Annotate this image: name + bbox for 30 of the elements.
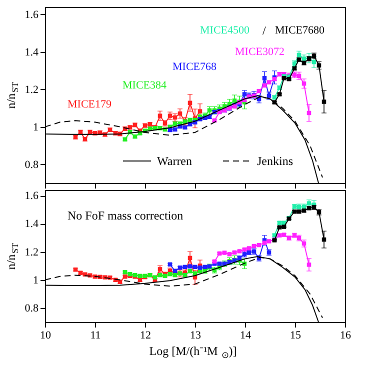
y-tick-label: 0.8 (24, 302, 39, 314)
text: MICE384 (122, 80, 167, 92)
y-tick-label: 1.6 (24, 8, 39, 21)
x-tick-label: 15 (290, 330, 302, 342)
text: MICE768 (172, 60, 217, 73)
y-tick-label: 1.4 (24, 218, 39, 230)
x-tick-label: 13 (190, 330, 202, 342)
x-tick-label: 12 (140, 330, 151, 342)
annotation: No FoF mass correction (68, 208, 184, 222)
y-tick-label: 1.2 (24, 84, 38, 96)
y-tick-label: 1.6 (24, 190, 39, 202)
x-tick-label: 10 (40, 330, 52, 342)
y-tick-label: 1 (33, 274, 38, 286)
x-tick-label: 16 (340, 330, 352, 342)
series-label: MICE3072 (235, 46, 284, 58)
y-axis-title: n/nST (4, 242, 20, 270)
series-label: MICE179 (68, 98, 112, 110)
x-axis-title: Log [M/(h⁻¹M⊙)] (149, 344, 237, 360)
y-tick-label: 1.2 (24, 246, 38, 258)
y-axis-title: n/nST (4, 81, 20, 109)
legend-label: Jenkins (257, 154, 294, 168)
legend-label: Warren (157, 154, 192, 168)
x-tick-label: 11 (90, 330, 101, 342)
annotation: / (262, 23, 266, 38)
text: MICE4500 (200, 24, 250, 36)
y-tick-label: 1 (33, 121, 38, 134)
x-tick-label: 14 (240, 330, 252, 342)
y-tick-label: 0.8 (24, 158, 39, 171)
series-label: MICE7680 (275, 24, 325, 36)
y-tick-label: 1.4 (24, 46, 39, 58)
